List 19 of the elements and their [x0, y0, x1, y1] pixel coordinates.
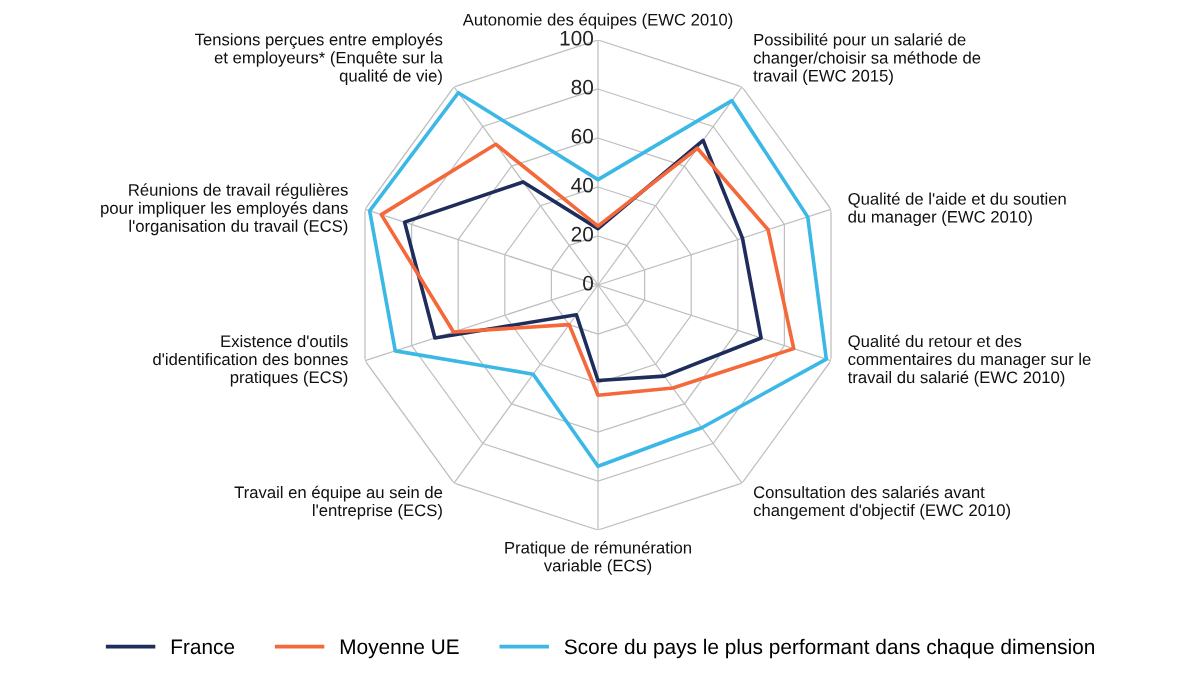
legend-label: Moyenne UE	[340, 639, 459, 659]
spoke-label: Pratique de rémunération variable (ECS)	[505, 541, 691, 575]
spoke-label: Travail en équipe au sein de l'entreprise (ECS)	[234, 485, 443, 520]
y-tick-label: 40	[571, 177, 594, 193]
spoke-label: Possibilité pour un salarié de changer/choisir sa méthode de travail (EWC 2015)	[753, 33, 981, 85]
legend-label: France	[171, 639, 235, 655]
spoke-label: Existence d'outils d'identification des bonnes pratiques (ECS)	[153, 334, 348, 387]
spoke-label: Autonomie des équipes (EWC 2010)	[462, 13, 733, 29]
spoke-label: Réunions de travail régulières pour impliquer les employés dans l'organisation du travail (ECS)	[101, 183, 348, 236]
y-tick-label: 80	[571, 79, 594, 95]
y-tick-label: 60	[571, 128, 594, 144]
y-tick-label: 100	[560, 30, 594, 46]
legend-label: Score du pays le plus performant dans chaque dimension	[564, 638, 1094, 659]
y-tick-label: 20	[571, 226, 594, 242]
spoke-label: Tensions perçues entre employés et employeurs* (Enquête sur la qualité de vie)	[195, 33, 443, 86]
spoke-label: Qualité du retour et des commentaires du manager sur le travail du salarié (EWC 2010)	[847, 334, 1091, 387]
spoke-label: Consultation des salariés avant changement d'objectif (EWC 2010)	[753, 485, 1011, 520]
y-tick-label: 0	[583, 275, 594, 291]
spoke-label: Qualité de l'aide et du soutien du manager (EWC 2010)	[848, 192, 1066, 227]
